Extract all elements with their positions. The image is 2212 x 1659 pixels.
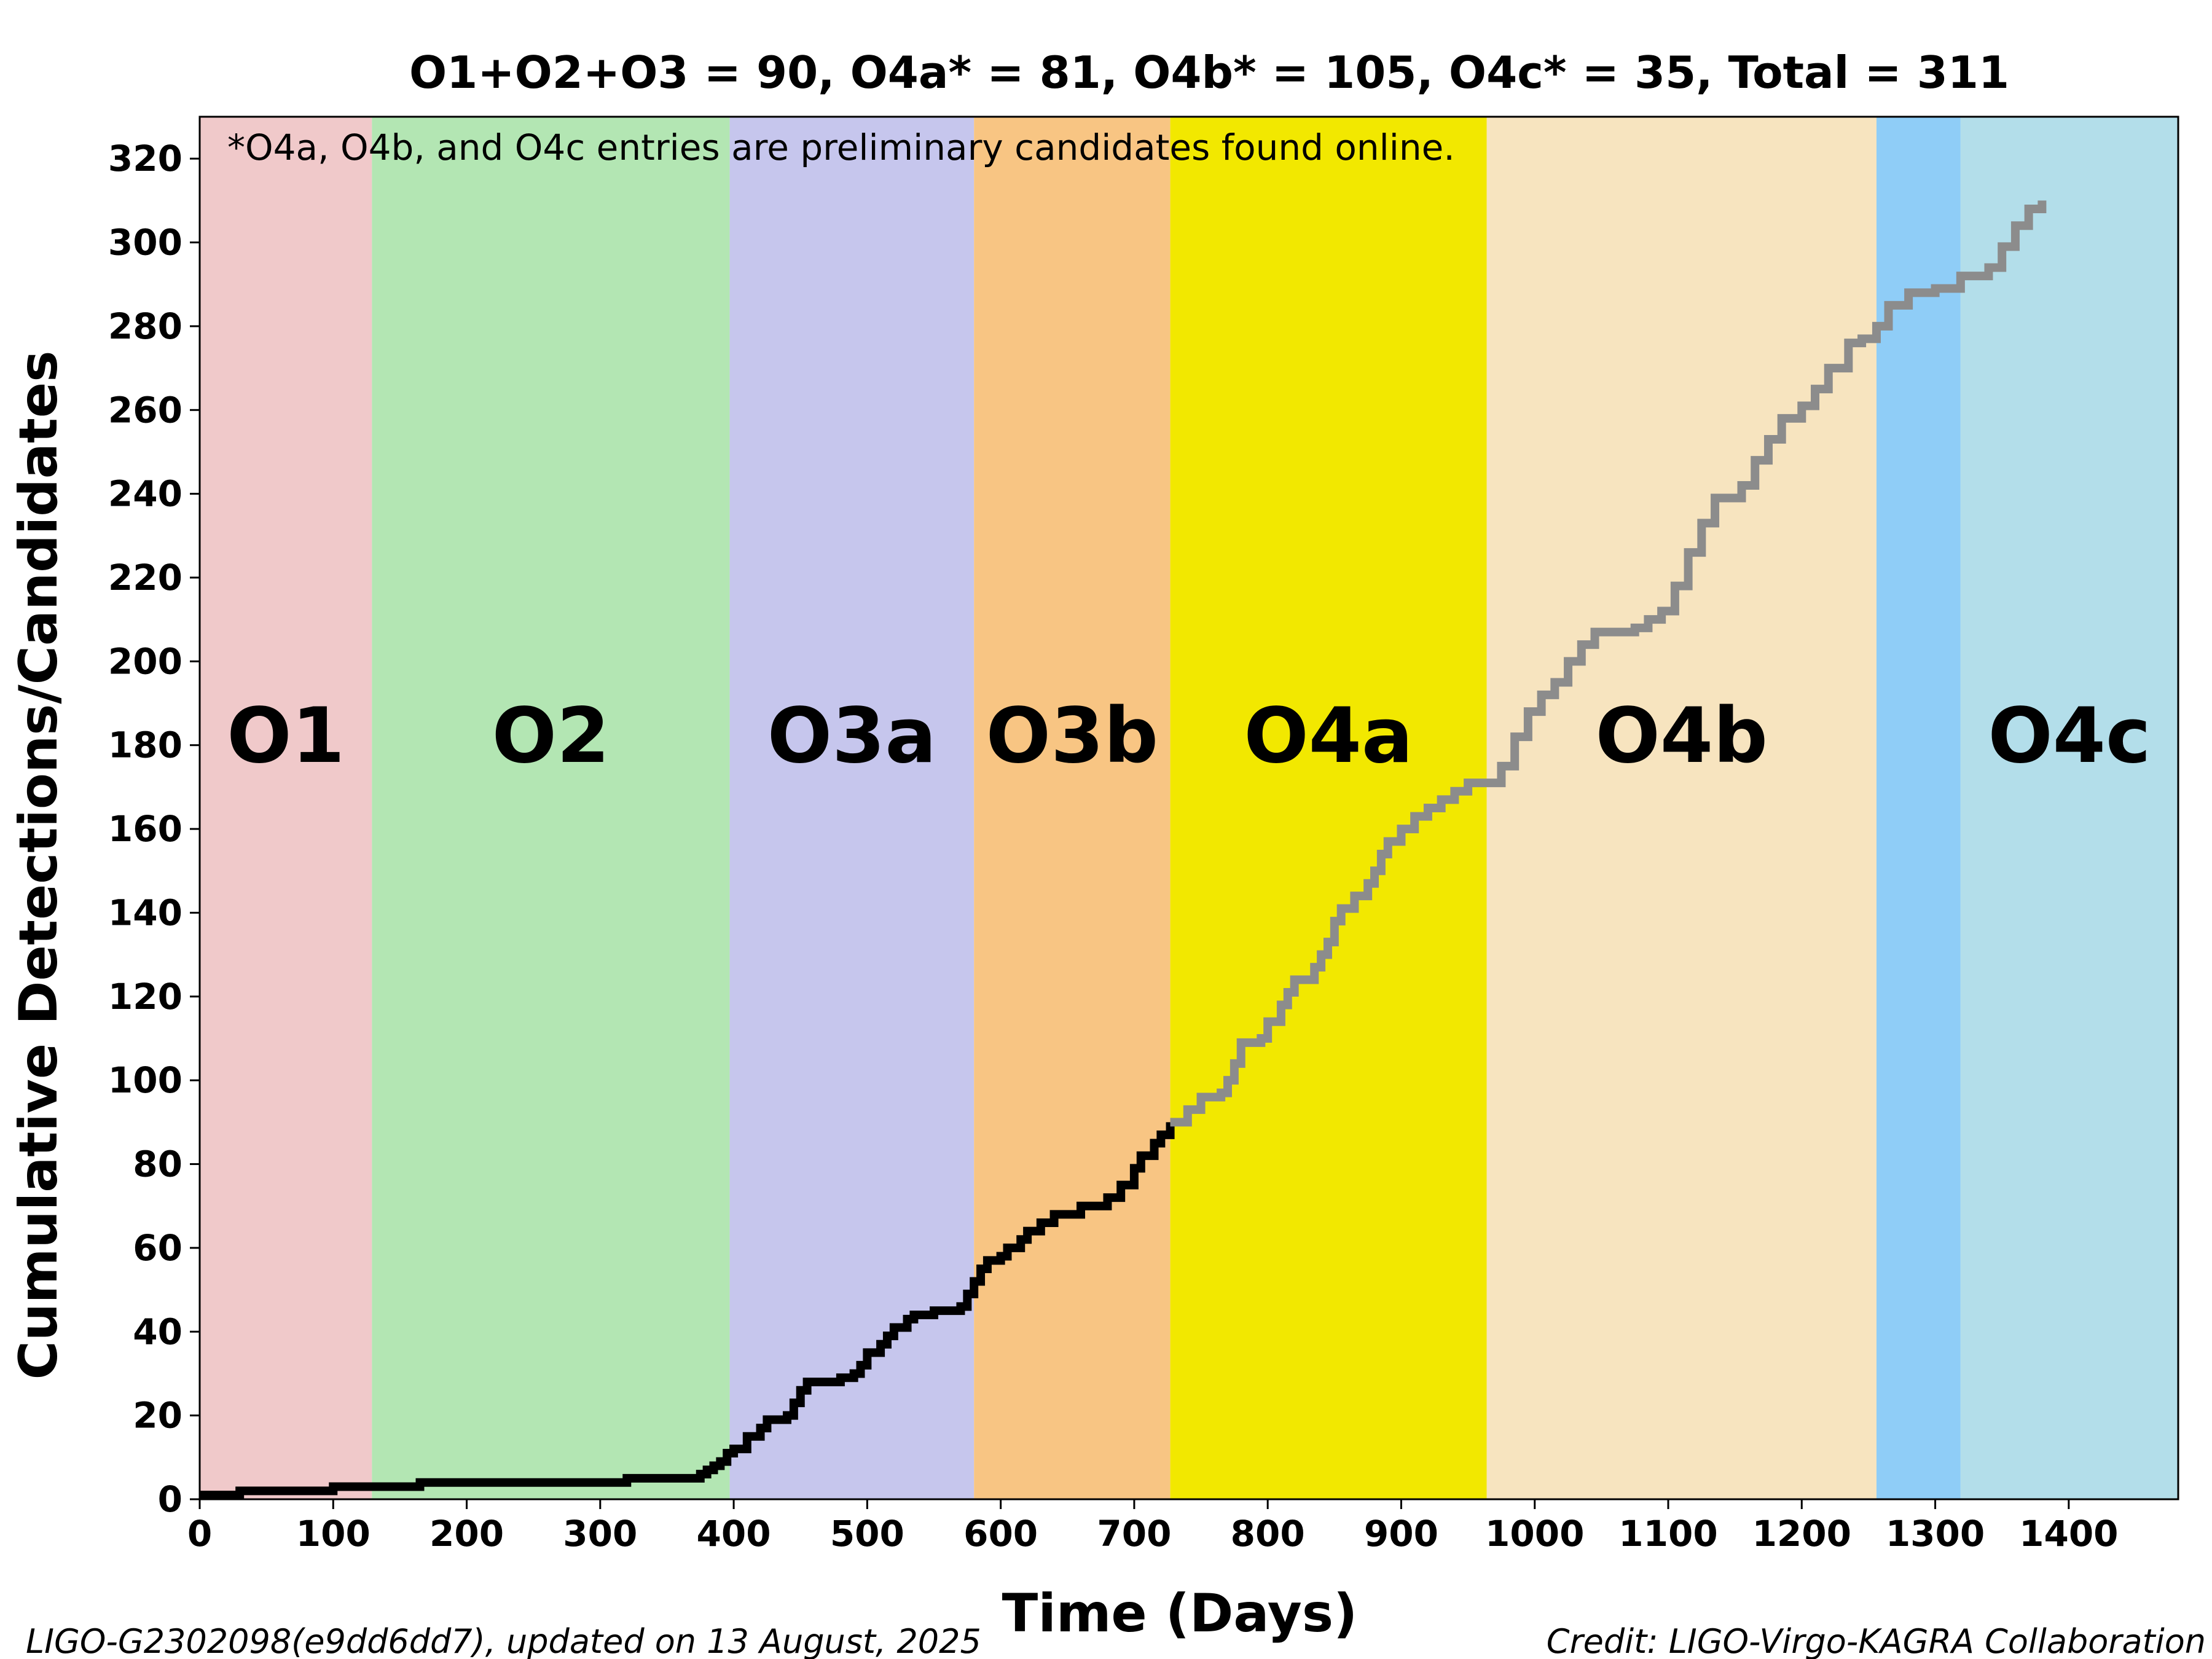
x-tick-label: 300 [563, 1513, 637, 1555]
y-tick-label: 40 [133, 1311, 182, 1352]
y-tick-label: 120 [108, 976, 182, 1018]
x-tick-label: 800 [1231, 1513, 1305, 1555]
x-axis-label: Time (Days) [1002, 1583, 1358, 1644]
x-tick-label: 1400 [2019, 1513, 2118, 1555]
x-tick-label: 900 [1364, 1513, 1438, 1555]
x-tick-label: 1000 [1485, 1513, 1584, 1555]
band-o3a [729, 117, 975, 1499]
x-tick-label: 500 [830, 1513, 904, 1555]
y-tick-label: 240 [108, 473, 182, 515]
x-tick-label: 700 [1097, 1513, 1171, 1555]
band-label-o4c: O4c [1988, 692, 2151, 780]
band-o2 [372, 117, 730, 1499]
x-tick-label: 100 [296, 1513, 371, 1555]
credit-footer: Credit: LIGO-Virgo-KAGRA Collaboration [1547, 1622, 2206, 1659]
y-tick-label: 80 [133, 1143, 182, 1185]
x-tick-label: 200 [429, 1513, 504, 1555]
band-label-o4b: O4b [1596, 692, 1768, 780]
band-o3b [974, 117, 1171, 1499]
y-tick-label: 300 [108, 222, 182, 264]
series-line-2 [1170, 200, 2047, 1127]
series-line-1 [200, 1122, 1175, 1500]
y-tick-label: 200 [108, 640, 182, 682]
x-tick-label: 0 [187, 1513, 212, 1555]
y-tick-label: 160 [108, 808, 182, 850]
band-extra-6 [1876, 117, 1961, 1499]
band-label-o3a: O3a [767, 692, 936, 780]
band-o1 [200, 117, 372, 1499]
y-tick-label: 20 [133, 1395, 182, 1437]
band-label-o2: O2 [492, 692, 610, 780]
y-tick-label: 60 [133, 1227, 182, 1269]
x-tick-label: 600 [963, 1513, 1038, 1555]
x-tick-label: 400 [697, 1513, 771, 1555]
x-tick-label: 1300 [1886, 1513, 1985, 1555]
band-label-o4a: O4a [1244, 692, 1413, 780]
y-axis-label: Cumulative Detections/Candidates [8, 351, 69, 1380]
y-tick-label: 280 [108, 305, 182, 347]
band-o4b [1486, 117, 1877, 1499]
document-id-footer: LIGO-G2302098(e9dd6dd7), updated on 13 A… [26, 1622, 981, 1659]
band-o4c [1960, 117, 2178, 1499]
y-tick-label: 100 [108, 1059, 182, 1101]
y-tick-label: 140 [108, 892, 182, 933]
preliminary-note: *O4a, O4b, and O4c entries are prelimina… [227, 127, 1455, 168]
band-label-o3b: O3b [986, 692, 1158, 780]
y-tick-label: 320 [108, 138, 182, 179]
y-tick-label: 260 [108, 389, 182, 431]
x-tick-label: 1100 [1618, 1513, 1717, 1555]
x-tick-label: 1200 [1752, 1513, 1851, 1555]
chart-title: O1+O2+O3 = 90, O4a* = 81, O4b* = 105, O4… [409, 47, 2009, 98]
y-tick-label: 0 [158, 1478, 182, 1520]
plot-frame [198, 116, 2179, 1500]
y-tick-label: 220 [108, 557, 182, 598]
y-tick-label: 180 [108, 724, 182, 766]
band-label-o1: O1 [227, 692, 345, 780]
